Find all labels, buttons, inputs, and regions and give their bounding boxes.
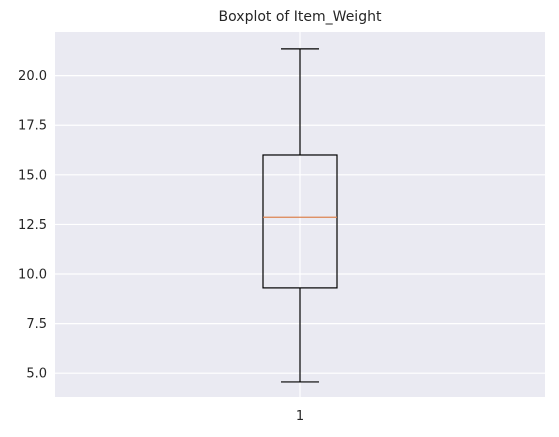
box-iqr: [262, 154, 338, 289]
x-tick-label: 1: [296, 409, 304, 424]
y-tick-label: 17.5: [18, 119, 47, 134]
box-group: [262, 48, 338, 383]
y-tick-label: 5.0: [26, 367, 47, 382]
y-tick-label: 12.5: [18, 218, 47, 233]
boxes: [262, 48, 338, 383]
y-tick-label: 15.0: [18, 168, 47, 183]
chart-title: Boxplot of Item_Weight: [219, 9, 382, 25]
y-tick-label: 7.5: [26, 317, 47, 332]
y-tick-label: 20.0: [18, 69, 47, 84]
axis-ticks: 5.0 7.5 10.0 12.5 15.0 17.5 20.0 1: [18, 69, 304, 424]
y-tick-label: 10.0: [18, 268, 47, 283]
